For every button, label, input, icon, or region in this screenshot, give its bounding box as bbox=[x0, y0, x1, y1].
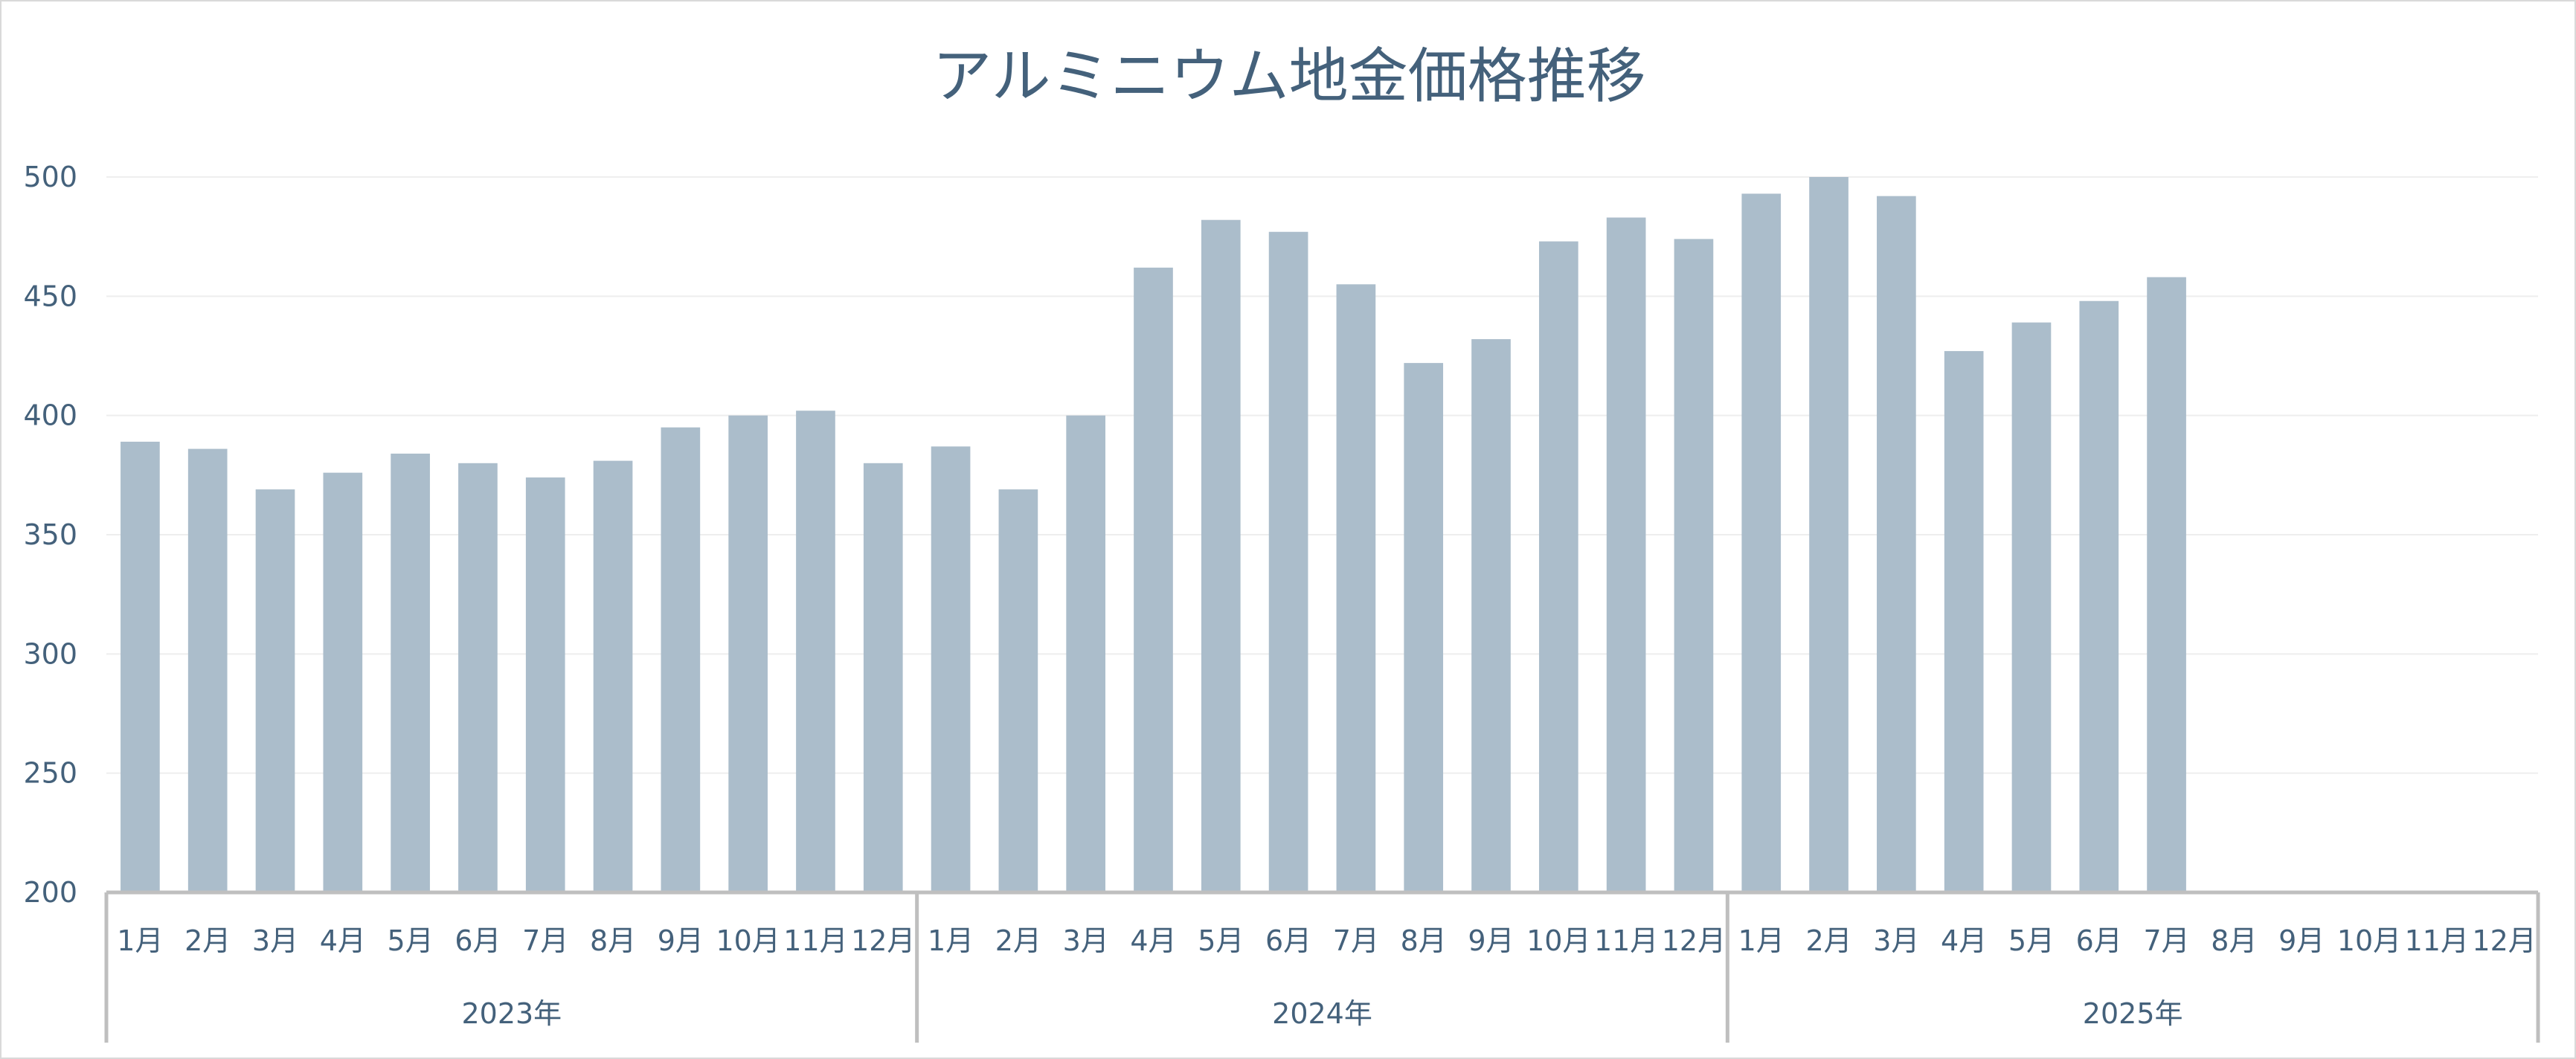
x-tick-label: 4月 bbox=[320, 924, 366, 957]
bar bbox=[323, 472, 363, 892]
x-tick-label: 5月 bbox=[1198, 924, 1244, 957]
bar bbox=[1336, 284, 1376, 892]
year-group-label: 2023年 bbox=[461, 997, 562, 1030]
bar bbox=[525, 477, 565, 892]
x-tick-label: 3月 bbox=[1063, 924, 1109, 957]
x-tick-label: 9月 bbox=[1468, 924, 1514, 957]
x-tick-label: 11月 bbox=[783, 924, 847, 957]
y-tick-label: 450 bbox=[23, 280, 77, 312]
y-axis-ticks: 200 250 300 350 400 450 500 bbox=[23, 161, 77, 909]
bar bbox=[187, 448, 228, 892]
x-tick-label: 5月 bbox=[388, 924, 434, 957]
x-tick-label: 7月 bbox=[1333, 924, 1379, 957]
bar bbox=[593, 460, 633, 892]
bar bbox=[863, 463, 903, 892]
bar bbox=[1606, 217, 1646, 893]
bar bbox=[121, 441, 160, 892]
x-tick-label: 9月 bbox=[658, 924, 704, 957]
chart-title: アルミニウム地金価格推移 bbox=[932, 42, 1645, 111]
bar bbox=[1877, 196, 1916, 892]
x-tick-label: 1月 bbox=[928, 924, 974, 957]
x-tick-label: 11月 bbox=[1594, 924, 1658, 957]
bar bbox=[931, 446, 971, 892]
bar bbox=[1674, 239, 1714, 893]
x-tick-label: 9月 bbox=[2278, 924, 2325, 957]
y-tick-label: 350 bbox=[23, 518, 77, 551]
bar bbox=[728, 415, 768, 892]
bar bbox=[458, 463, 498, 892]
gridlines bbox=[106, 176, 2538, 774]
x-tick-label: 4月 bbox=[1941, 924, 1987, 957]
x-tick-label: 10月 bbox=[2337, 924, 2401, 957]
bars bbox=[121, 177, 2186, 893]
x-tick-label: 6月 bbox=[2076, 924, 2122, 957]
bar bbox=[1066, 415, 1106, 892]
bar bbox=[796, 411, 835, 892]
bar bbox=[1741, 193, 1782, 892]
x-tick-label: 8月 bbox=[1401, 924, 1447, 957]
x-tick-label: 5月 bbox=[2008, 924, 2055, 957]
y-tick-label: 200 bbox=[23, 876, 77, 909]
x-tick-label: 7月 bbox=[2143, 924, 2189, 957]
bar bbox=[2011, 322, 2052, 892]
x-tick-label: 2月 bbox=[184, 924, 231, 957]
bar bbox=[1471, 339, 1511, 892]
x-tick-label: 3月 bbox=[1873, 924, 1919, 957]
x-tick-label: 8月 bbox=[590, 924, 636, 957]
x-tick-label: 11月 bbox=[2405, 924, 2469, 957]
y-tick-label: 300 bbox=[23, 637, 77, 670]
x-tick-label: 2月 bbox=[995, 924, 1041, 957]
bar bbox=[391, 453, 430, 892]
x-tick-label: 6月 bbox=[1265, 924, 1311, 957]
x-tick-label: 8月 bbox=[2211, 924, 2257, 957]
year-group-label: 2024年 bbox=[1272, 997, 1372, 1030]
x-axis-tick-labels: 1月 2月 3月 4月 5月 6月 7月 8月 9月 10月 11月 12月 1月 2月 3月 4月 5月 6月 7… bbox=[117, 924, 2536, 957]
bar bbox=[1201, 219, 1241, 893]
year-group-label: 2025年 bbox=[2083, 997, 2183, 1030]
bar bbox=[1268, 231, 1308, 893]
bar bbox=[2079, 300, 2119, 892]
x-tick-label: 4月 bbox=[1130, 924, 1176, 957]
bar bbox=[1944, 351, 1984, 892]
bar bbox=[1134, 267, 1173, 892]
y-tick-label: 250 bbox=[23, 757, 77, 790]
x-tick-label: 1月 bbox=[1738, 924, 1785, 957]
y-tick-label: 400 bbox=[23, 399, 77, 432]
x-tick-label: 2月 bbox=[1805, 924, 1851, 957]
x-tick-label: 12月 bbox=[2472, 924, 2536, 957]
x-tick-label: 10月 bbox=[1526, 924, 1590, 957]
x-tick-label: 12月 bbox=[1662, 924, 1726, 957]
bar bbox=[661, 427, 701, 892]
y-tick-label: 500 bbox=[23, 161, 77, 193]
x-tick-label: 7月 bbox=[522, 924, 568, 957]
bar bbox=[998, 489, 1038, 892]
bar bbox=[1404, 363, 1444, 892]
bar bbox=[2147, 277, 2186, 892]
bar bbox=[255, 489, 295, 892]
x-tick-label: 10月 bbox=[716, 924, 780, 957]
x-tick-label: 3月 bbox=[252, 924, 298, 957]
x-tick-label: 6月 bbox=[455, 924, 501, 957]
x-axis bbox=[104, 890, 2540, 1043]
bar bbox=[1538, 241, 1578, 893]
x-tick-label: 1月 bbox=[117, 924, 163, 957]
x-axis-group-labels: 2023年 2024年 2025年 bbox=[461, 997, 2182, 1030]
x-tick-label: 12月 bbox=[851, 924, 915, 957]
bar bbox=[1809, 177, 1849, 892]
